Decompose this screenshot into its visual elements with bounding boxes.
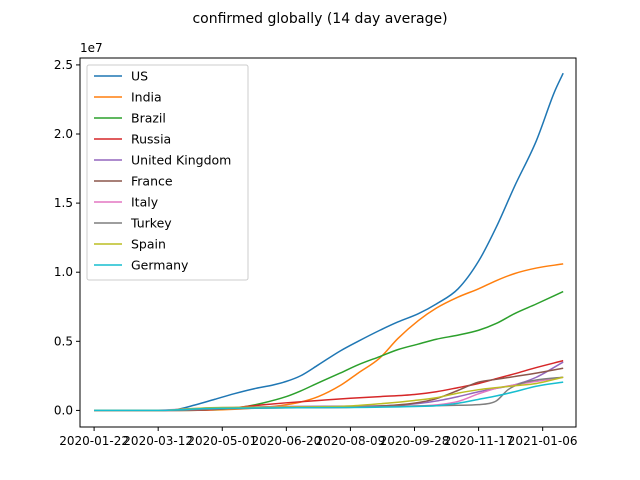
x-tick-label: 2020-05-01 [187, 434, 257, 448]
x-tick-label: 2020-03-12 [123, 434, 193, 448]
y-tick-label: 1.5 [54, 196, 73, 210]
legend: US India Brazil Russia United Kingdom France I… [86, 64, 249, 281]
legend-label-turkey: Turkey [130, 216, 172, 231]
legend-label-brazil: Brazil [131, 111, 166, 126]
y-axis: 0.0 0.5 1.0 1.5 2.0 2.5 [54, 58, 80, 417]
series-line-germany [94, 381, 564, 412]
series-line-us [94, 72, 564, 412]
x-tick-label: 2020-06-20 [251, 434, 321, 448]
y-tick-label: 0.5 [54, 334, 73, 348]
y-tick-label: 2.0 [54, 127, 73, 141]
legend-box [86, 64, 249, 281]
y-tick-label: 0.0 [54, 403, 73, 417]
y-tick-label: 1.0 [54, 265, 73, 279]
x-tick-label: 2020-11-17 [444, 434, 514, 448]
legend-label-united-kingdom: United Kingdom [131, 153, 231, 168]
plot-area [79, 57, 577, 428]
y-axis-multiplier: 1e7 [80, 41, 103, 55]
legend-label-us: US [131, 69, 148, 84]
plot-lines [94, 72, 564, 412]
chart-title: confirmed globally (14 day average) [192, 11, 447, 27]
x-tick-label: 2021-01-06 [508, 434, 578, 448]
x-tick-label: 2020-08-09 [316, 434, 386, 448]
legend-label-spain: Spain [131, 237, 166, 252]
x-tick-label: 2020-01-22 [59, 434, 129, 448]
legend-label-russia: Russia [131, 132, 171, 147]
x-axis: 2020-01-222020-03-122020-05-012020-06-20… [59, 427, 578, 448]
legend-label-italy: Italy [131, 195, 159, 210]
x-tick-label: 2020-09-28 [380, 434, 450, 448]
y-tick-label: 2.5 [54, 58, 73, 72]
legend-label-germany: Germany [131, 258, 189, 273]
legend-label-france: France [131, 174, 173, 189]
legend-label-india: India [131, 90, 162, 105]
